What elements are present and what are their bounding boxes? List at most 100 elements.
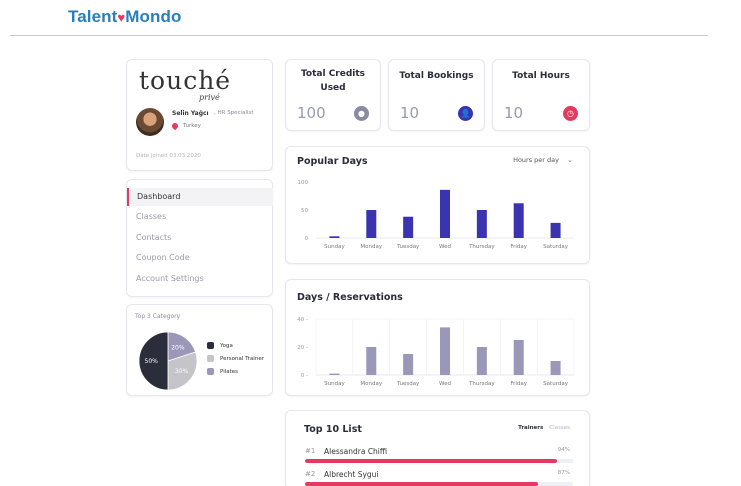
top10-tabs: Trainers Classes: [518, 425, 570, 431]
sidebar-menu: Dashboard Classes Contacts Coupon Code A…: [126, 179, 273, 297]
progress-fill: [305, 482, 539, 486]
x-tick-label: Wed: [439, 244, 451, 250]
legend-swatch: [207, 342, 214, 349]
x-tick-label: Monday: [360, 381, 382, 387]
row-rank: #1: [305, 447, 316, 455]
bar-thursday[interactable]: [476, 210, 487, 238]
bar-wed[interactable]: [440, 327, 450, 375]
legend-item-yoga: Yoga: [207, 342, 233, 349]
stat-value: 10: [400, 104, 420, 122]
x-tick-label: Saturday: [543, 244, 569, 250]
sidebar-item-dashboard[interactable]: Dashboard: [127, 188, 273, 206]
y-tick-label: 50: [301, 208, 308, 214]
x-tick-label: Monday: [360, 244, 382, 250]
row-name: Albrecht Sygui: [324, 470, 379, 479]
sidebar-item-classes[interactable]: Classes: [136, 212, 167, 221]
hours-per-day-dropdown[interactable]: Hours per day: [513, 156, 559, 164]
sidebar-item-contacts[interactable]: Contacts: [136, 233, 172, 242]
brand-part1: Talent: [68, 7, 118, 26]
header-divider: [10, 35, 708, 36]
x-tick-label: Thursday: [468, 381, 495, 387]
chevron-down-icon[interactable]: ⌄: [567, 156, 573, 164]
days-reservations-panel: Days / Reservations 40 - 20 - 0 - Sunday Mon…: [285, 279, 590, 396]
company-logo-sub: privé: [199, 93, 220, 102]
x-tick-label: Sunday: [324, 244, 345, 250]
top10-panel: Top 10 List Trainers Classes #1 Alessandr…: [285, 410, 590, 486]
popular-days-chart: 100 50 0 Sunday Monday Tuesday Wed Thursday Frid…: [298, 180, 574, 250]
category-title: Top 3 Category: [135, 313, 181, 320]
x-tick-label: Friday: [510, 381, 527, 387]
legend-item-pilates: Pilates: [207, 368, 238, 375]
legend-label: Yoga: [220, 342, 233, 349]
x-tick-label: Tuesday: [396, 244, 420, 250]
stat-value: 100: [297, 104, 326, 122]
sidebar-item-account-settings[interactable]: Account Settings: [136, 274, 204, 283]
legend-swatch: [207, 368, 214, 375]
stat-value: 10: [504, 104, 524, 122]
x-tick-label: Sunday: [324, 381, 345, 387]
y-tick-label: 0: [305, 236, 309, 242]
clock-icon: ◷: [563, 106, 578, 121]
legend-label: Pilates: [220, 368, 239, 375]
y-tick-label: 100: [298, 180, 309, 186]
legend-item-personal-trainer: Personal Trainer: [207, 355, 264, 362]
bar-wed[interactable]: [440, 189, 450, 238]
x-tick-label: Saturday: [543, 381, 569, 387]
coins-icon: ●: [354, 106, 369, 121]
bar-saturday[interactable]: [550, 361, 561, 375]
row-percent: 94%: [557, 447, 570, 453]
bar-sunday[interactable]: [329, 236, 340, 238]
sidebar-item-coupon-code[interactable]: Coupon Code: [136, 253, 190, 262]
pie-slice-yoga[interactable]: [138, 331, 169, 391]
stat-title: Total Credits Used: [300, 69, 366, 93]
tab-trainers[interactable]: Trainers: [518, 425, 544, 431]
profile-country: Turkey: [183, 123, 201, 129]
stat-title: Total Hours: [512, 71, 570, 81]
x-tick-label: Wed: [439, 381, 451, 387]
bar-sunday[interactable]: [329, 373, 340, 375]
popular-days-panel: Popular Days Hours per day ⌄ 100 50 0 Sunda…: [285, 146, 590, 264]
pie-slice-pilates[interactable]: [167, 331, 197, 362]
x-tick-label: Tuesday: [396, 381, 420, 387]
pie-slice-personal-trainer[interactable]: [167, 351, 198, 391]
top-category-card: Top 3 Category 20% 30% 50% Yoga Personal T…: [126, 304, 273, 396]
brand-part2: Mondo: [125, 7, 182, 26]
bar-friday[interactable]: [513, 340, 524, 375]
bar-monday[interactable]: [366, 347, 377, 375]
panel-title: Popular Days: [297, 156, 368, 167]
bar-tuesday[interactable]: [403, 354, 414, 375]
category-pie-chart: 20% 30% 50%: [138, 331, 198, 391]
row-rank: #2: [305, 470, 316, 478]
stat-card-bookings: Total Bookings 10 👤: [388, 59, 485, 131]
legend-swatch: [207, 355, 214, 362]
bar-thursday[interactable]: [476, 347, 487, 375]
bar-monday[interactable]: [366, 210, 377, 238]
progress-fill: [305, 459, 557, 463]
progress-track: [305, 459, 573, 463]
heart-icon: ♥: [117, 10, 126, 25]
stat-card-credits: Total Credits Used 100 ●: [285, 59, 381, 131]
tab-classes[interactable]: Classes: [549, 425, 570, 431]
panel-title: Top 10 List: [304, 424, 362, 435]
date-joined: Date joined 03.03.2020: [136, 153, 201, 159]
legend-label: Personal Trainer: [220, 355, 264, 362]
x-tick-label: Friday: [510, 244, 527, 250]
pie-label: 30%: [175, 368, 189, 375]
y-tick-label: 0 -: [301, 373, 308, 379]
talentmondo-logo[interactable]: Talent♥Mondo: [68, 7, 181, 27]
stat-card-hours: Total Hours 10 ◷: [492, 59, 590, 131]
profile-card: touché privé Selin Yağcı , HR Specialist…: [126, 59, 273, 171]
bar-friday[interactable]: [513, 203, 524, 238]
location-pin-icon: [170, 121, 180, 131]
row-percent: 87%: [557, 470, 570, 476]
row-name: Alessandra Chiffi: [324, 447, 388, 456]
y-tick-label: 40 -: [297, 317, 308, 323]
bar-saturday[interactable]: [550, 222, 561, 238]
y-tick-label: 20 -: [297, 345, 308, 351]
pie-label: 50%: [145, 358, 159, 365]
pie-label: 20%: [171, 344, 185, 351]
bar-tuesday[interactable]: [403, 216, 414, 238]
avatar[interactable]: [136, 108, 164, 136]
profile-name: Selin Yağcı: [172, 110, 209, 117]
profile-role: , HR Specialist: [214, 110, 254, 116]
